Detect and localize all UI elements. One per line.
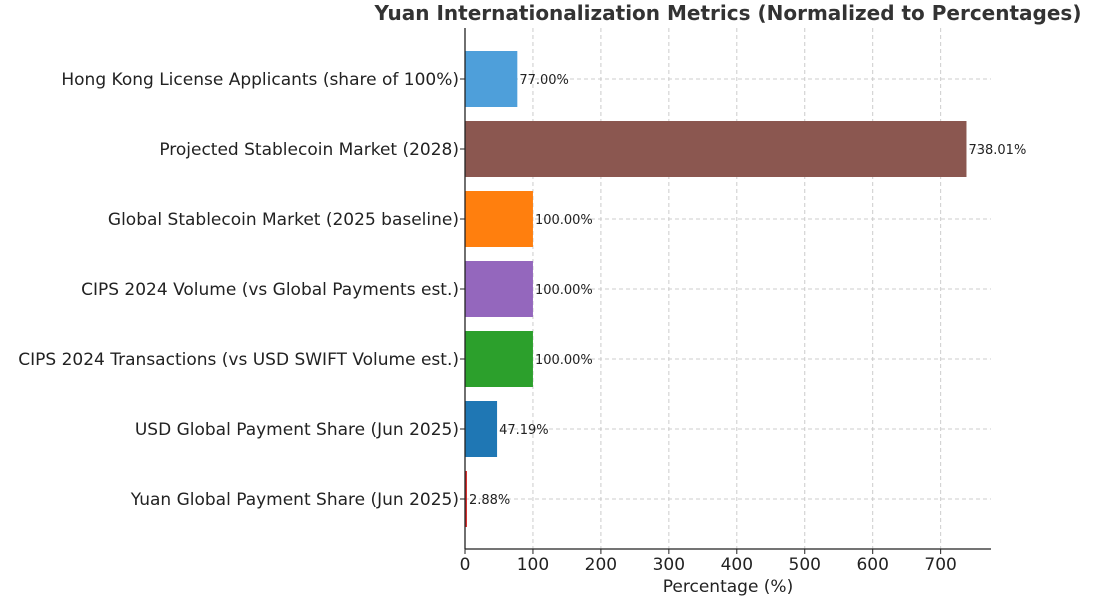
bar [465, 191, 533, 247]
y-tick-label: CIPS 2024 Transactions (vs USD SWIFT Vol… [18, 350, 459, 370]
bar [465, 401, 498, 457]
x-tick-label: 0 [460, 555, 471, 575]
value-labels: 77.00% 738.01% 100.00% 100.00% 100.00% 47.19%… [469, 73, 1026, 508]
bar [465, 471, 467, 527]
bar-value-label: 738.01% [968, 143, 1026, 158]
y-tick-label: USD Global Payment Share (Jun 2025) [135, 420, 459, 440]
bar [465, 331, 533, 387]
bar [465, 51, 518, 107]
grid [464, 28, 991, 549]
y-tick-label: Projected Stablecoin Market (2028) [159, 140, 459, 160]
bar [465, 261, 533, 317]
bar-value-label: 47.19% [499, 423, 549, 438]
x-tick-label: 300 [653, 555, 685, 575]
x-tick-label: 600 [856, 555, 888, 575]
bar-value-label: 100.00% [535, 353, 593, 368]
bar-value-label: 77.00% [519, 73, 569, 88]
x-tick-label: 200 [585, 555, 617, 575]
bars [465, 51, 967, 527]
x-tick-label: 500 [789, 555, 821, 575]
bar-value-label: 100.00% [535, 213, 593, 228]
bar [465, 121, 967, 177]
category-labels: Hong Kong License Applicants (share of 1… [18, 70, 459, 510]
x-tick-label: 100 [517, 555, 549, 575]
axes: 0 100 200 300 400 500 600 700 [460, 28, 991, 575]
chart-title: Yuan Internationalization Metrics (Norma… [374, 1, 1082, 25]
y-tick-label: CIPS 2024 Volume (vs Global Payments est… [81, 280, 459, 300]
bar-value-label: 2.88% [469, 493, 510, 508]
x-tick-label: 700 [924, 555, 956, 575]
x-axis-label: Percentage (%) [663, 577, 793, 597]
y-tick-label: Global Stablecoin Market (2025 baseline) [108, 210, 459, 230]
bar-value-label: 100.00% [535, 283, 593, 298]
y-tick-label: Hong Kong License Applicants (share of 1… [61, 70, 459, 90]
x-tick-label: 400 [721, 555, 753, 575]
y-tick-label: Yuan Global Payment Share (Jun 2025) [130, 490, 459, 510]
